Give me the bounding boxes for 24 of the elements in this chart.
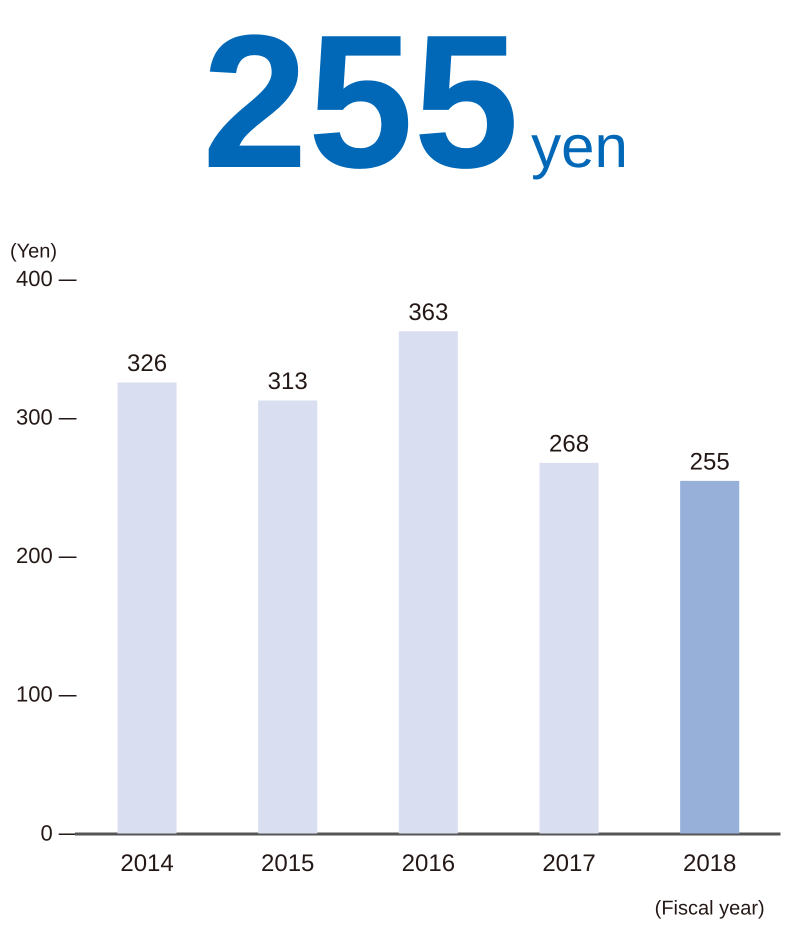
data-label: 326: [127, 350, 168, 378]
data-label: 313: [268, 368, 308, 396]
chart-subtitle: yen: [531, 113, 628, 180]
y-tick-label: 300: [16, 404, 53, 430]
y-tick-label: 100: [16, 682, 53, 707]
y-axis-title: (Yen): [10, 240, 58, 263]
bar: [117, 382, 177, 834]
x-tick-label: 2018: [682, 850, 736, 878]
x-tick-label: 2016: [402, 850, 456, 878]
x-tick-label: 2017: [542, 850, 596, 878]
data-label: 363: [408, 298, 448, 326]
x-axis-title: (Fiscal year): [654, 898, 765, 920]
x-tick-label: 2015: [261, 850, 314, 878]
y-tick-label: 400: [16, 266, 53, 292]
bar: [539, 462, 599, 834]
y-tick-label: 200: [16, 543, 53, 568]
data-label: 268: [548, 430, 590, 458]
bar: [680, 480, 740, 834]
y-tick-label: 0: [40, 820, 53, 846]
bar: [398, 331, 458, 834]
x-tick-label: 2014: [120, 850, 174, 878]
data-label: 255: [690, 448, 730, 476]
bar: [258, 400, 318, 834]
chart-title: 255: [202, 0, 520, 208]
